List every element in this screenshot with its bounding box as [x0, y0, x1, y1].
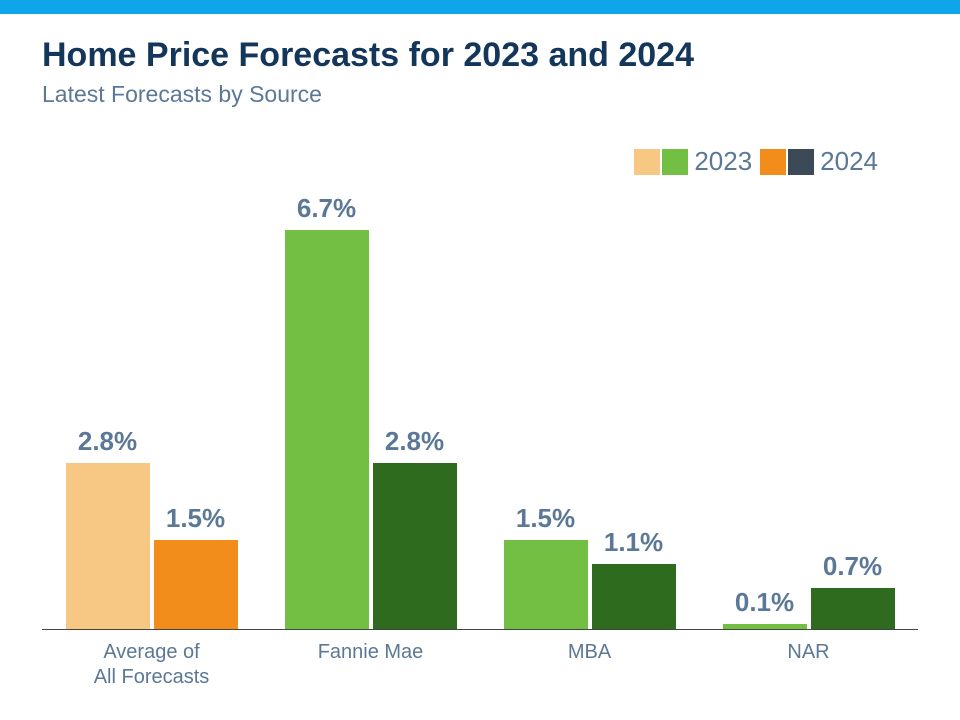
legend-swatch-2023-a — [634, 149, 660, 175]
plot-area: 2.8%1.5%6.7%2.8%1.5%1.1%0.1%0.7% — [42, 196, 918, 630]
x-label-mba: MBA — [490, 640, 690, 665]
bar-label-fannie-y2024: 2.8% — [345, 426, 485, 457]
legend-label-2024: 2024 — [820, 146, 878, 177]
bar-nar-y2024: 0.7% — [811, 588, 895, 630]
header: Home Price Forecasts for 2023 and 2024 L… — [0, 14, 960, 116]
bar-group-fannie: 6.7%2.8% — [285, 230, 457, 630]
legend: 2023 2024 — [634, 146, 878, 177]
bar-label-mba-y2024: 1.1% — [564, 527, 704, 558]
legend-swatch-2024-b — [788, 149, 814, 175]
x-label-fannie: Fannie Mae — [271, 640, 471, 665]
legend-swatch-2023-b — [662, 149, 688, 175]
bar-mba-y2024: 1.1% — [592, 564, 676, 630]
x-label-avg: Average ofAll Forecasts — [52, 640, 252, 690]
bar-group-nar: 0.1%0.7% — [723, 588, 895, 630]
legend-label-2023: 2023 — [694, 146, 752, 177]
bar-avg-y2024: 1.5% — [154, 540, 238, 630]
chart-title: Home Price Forecasts for 2023 and 2024 — [42, 36, 918, 75]
bar-group-mba: 1.5%1.1% — [504, 540, 676, 630]
chart-subtitle: Latest Forecasts by Source — [42, 81, 918, 108]
legend-item-2023: 2023 — [634, 146, 752, 177]
legend-swatch-2024-a — [760, 149, 786, 175]
bar-label-fannie-y2023: 6.7% — [257, 193, 397, 224]
bar-fannie-y2024: 2.8% — [373, 463, 457, 630]
x-label-nar: NAR — [709, 640, 909, 665]
bar-label-avg-y2024: 1.5% — [126, 503, 266, 534]
bar-avg-y2023: 2.8% — [66, 463, 150, 630]
bar-label-avg-y2023: 2.8% — [38, 426, 178, 457]
x-axis-labels: Average ofAll Forecasts Fannie Mae MBA NAR — [42, 630, 918, 690]
bar-label-nar-y2024: 0.7% — [783, 551, 923, 582]
chart: 2023 2024 2.8%1.5%6.7%2.8%1.5%1.1%0.1%0.… — [42, 146, 918, 690]
bar-groups: 2.8%1.5%6.7%2.8%1.5%1.1%0.1%0.7% — [42, 196, 918, 630]
legend-item-2024: 2024 — [760, 146, 878, 177]
top-accent-bar — [0, 0, 960, 14]
bar-group-avg: 2.8%1.5% — [66, 463, 238, 630]
